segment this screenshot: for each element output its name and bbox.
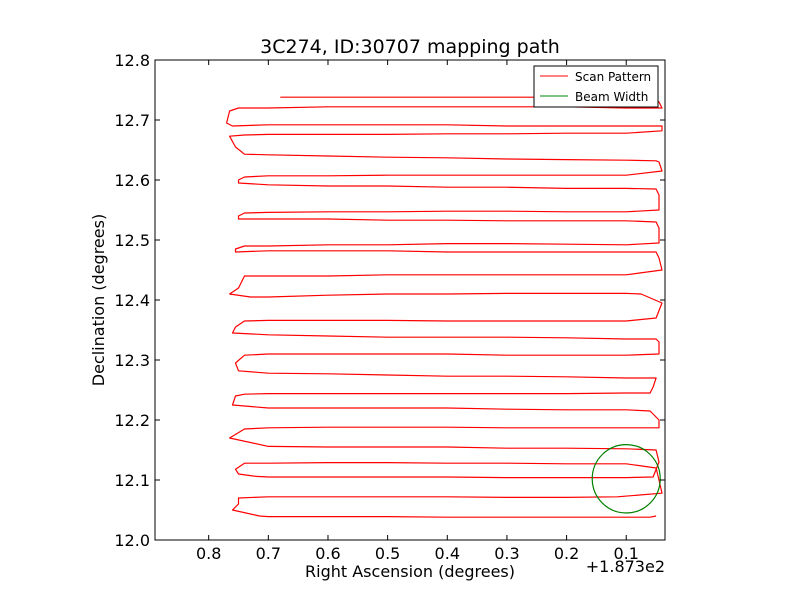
y-tick-label: 12.6	[114, 171, 150, 190]
chart-title: 3C274, ID:30707 mapping path	[260, 36, 560, 58]
y-tick-label: 12.4	[114, 291, 150, 310]
legend-box	[533, 65, 659, 108]
y-tick-label: 12.5	[114, 231, 150, 250]
y-axis-label: Declination (degrees)	[89, 214, 108, 386]
x-axis-ticks: 0.8 0.7 0.6 0.5 0.4 0.3 0.2 0.1	[196, 60, 639, 563]
x-tick-label: 0.1	[614, 544, 639, 563]
legend: Scan Pattern Beam Width	[533, 65, 659, 108]
x-tick-label: 0.2	[554, 544, 579, 563]
y-tick-label: 12.2	[114, 411, 150, 430]
x-tick-label: 0.5	[375, 544, 400, 563]
legend-label-scan-pattern: Scan Pattern	[575, 70, 651, 84]
x-axis-label: Right Ascension (degrees)	[305, 562, 515, 581]
plot-area	[155, 60, 665, 540]
x-axis-offset-label: +1.873e2	[586, 557, 665, 576]
legend-label-beam-width: Beam Width	[575, 90, 648, 104]
x-tick-label: 0.3	[494, 544, 519, 563]
data-layer	[226, 96, 663, 518]
x-tick-label: 0.6	[315, 544, 340, 563]
y-tick-label: 12.1	[114, 471, 150, 490]
y-tick-label: 12.8	[114, 51, 150, 70]
y-tick-label: 12.0	[114, 531, 150, 550]
x-tick-label: 0.4	[435, 544, 460, 563]
y-tick-label: 12.7	[114, 111, 150, 130]
series-line-scan-pattern	[226, 96, 663, 518]
y-axis-ticks: 12.0 12.1 12.2 12.3 12.4 12.5 12.6 12.7 12.8	[114, 51, 665, 550]
x-tick-label: 0.8	[196, 544, 221, 563]
beam-width-circle	[591, 443, 661, 514]
y-tick-label: 12.3	[114, 351, 150, 370]
x-tick-label: 0.7	[256, 544, 281, 563]
